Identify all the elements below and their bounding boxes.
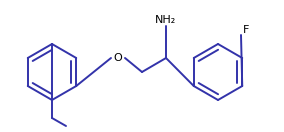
Text: O: O xyxy=(114,53,122,63)
Text: F: F xyxy=(243,25,249,35)
Text: NH₂: NH₂ xyxy=(155,15,177,25)
